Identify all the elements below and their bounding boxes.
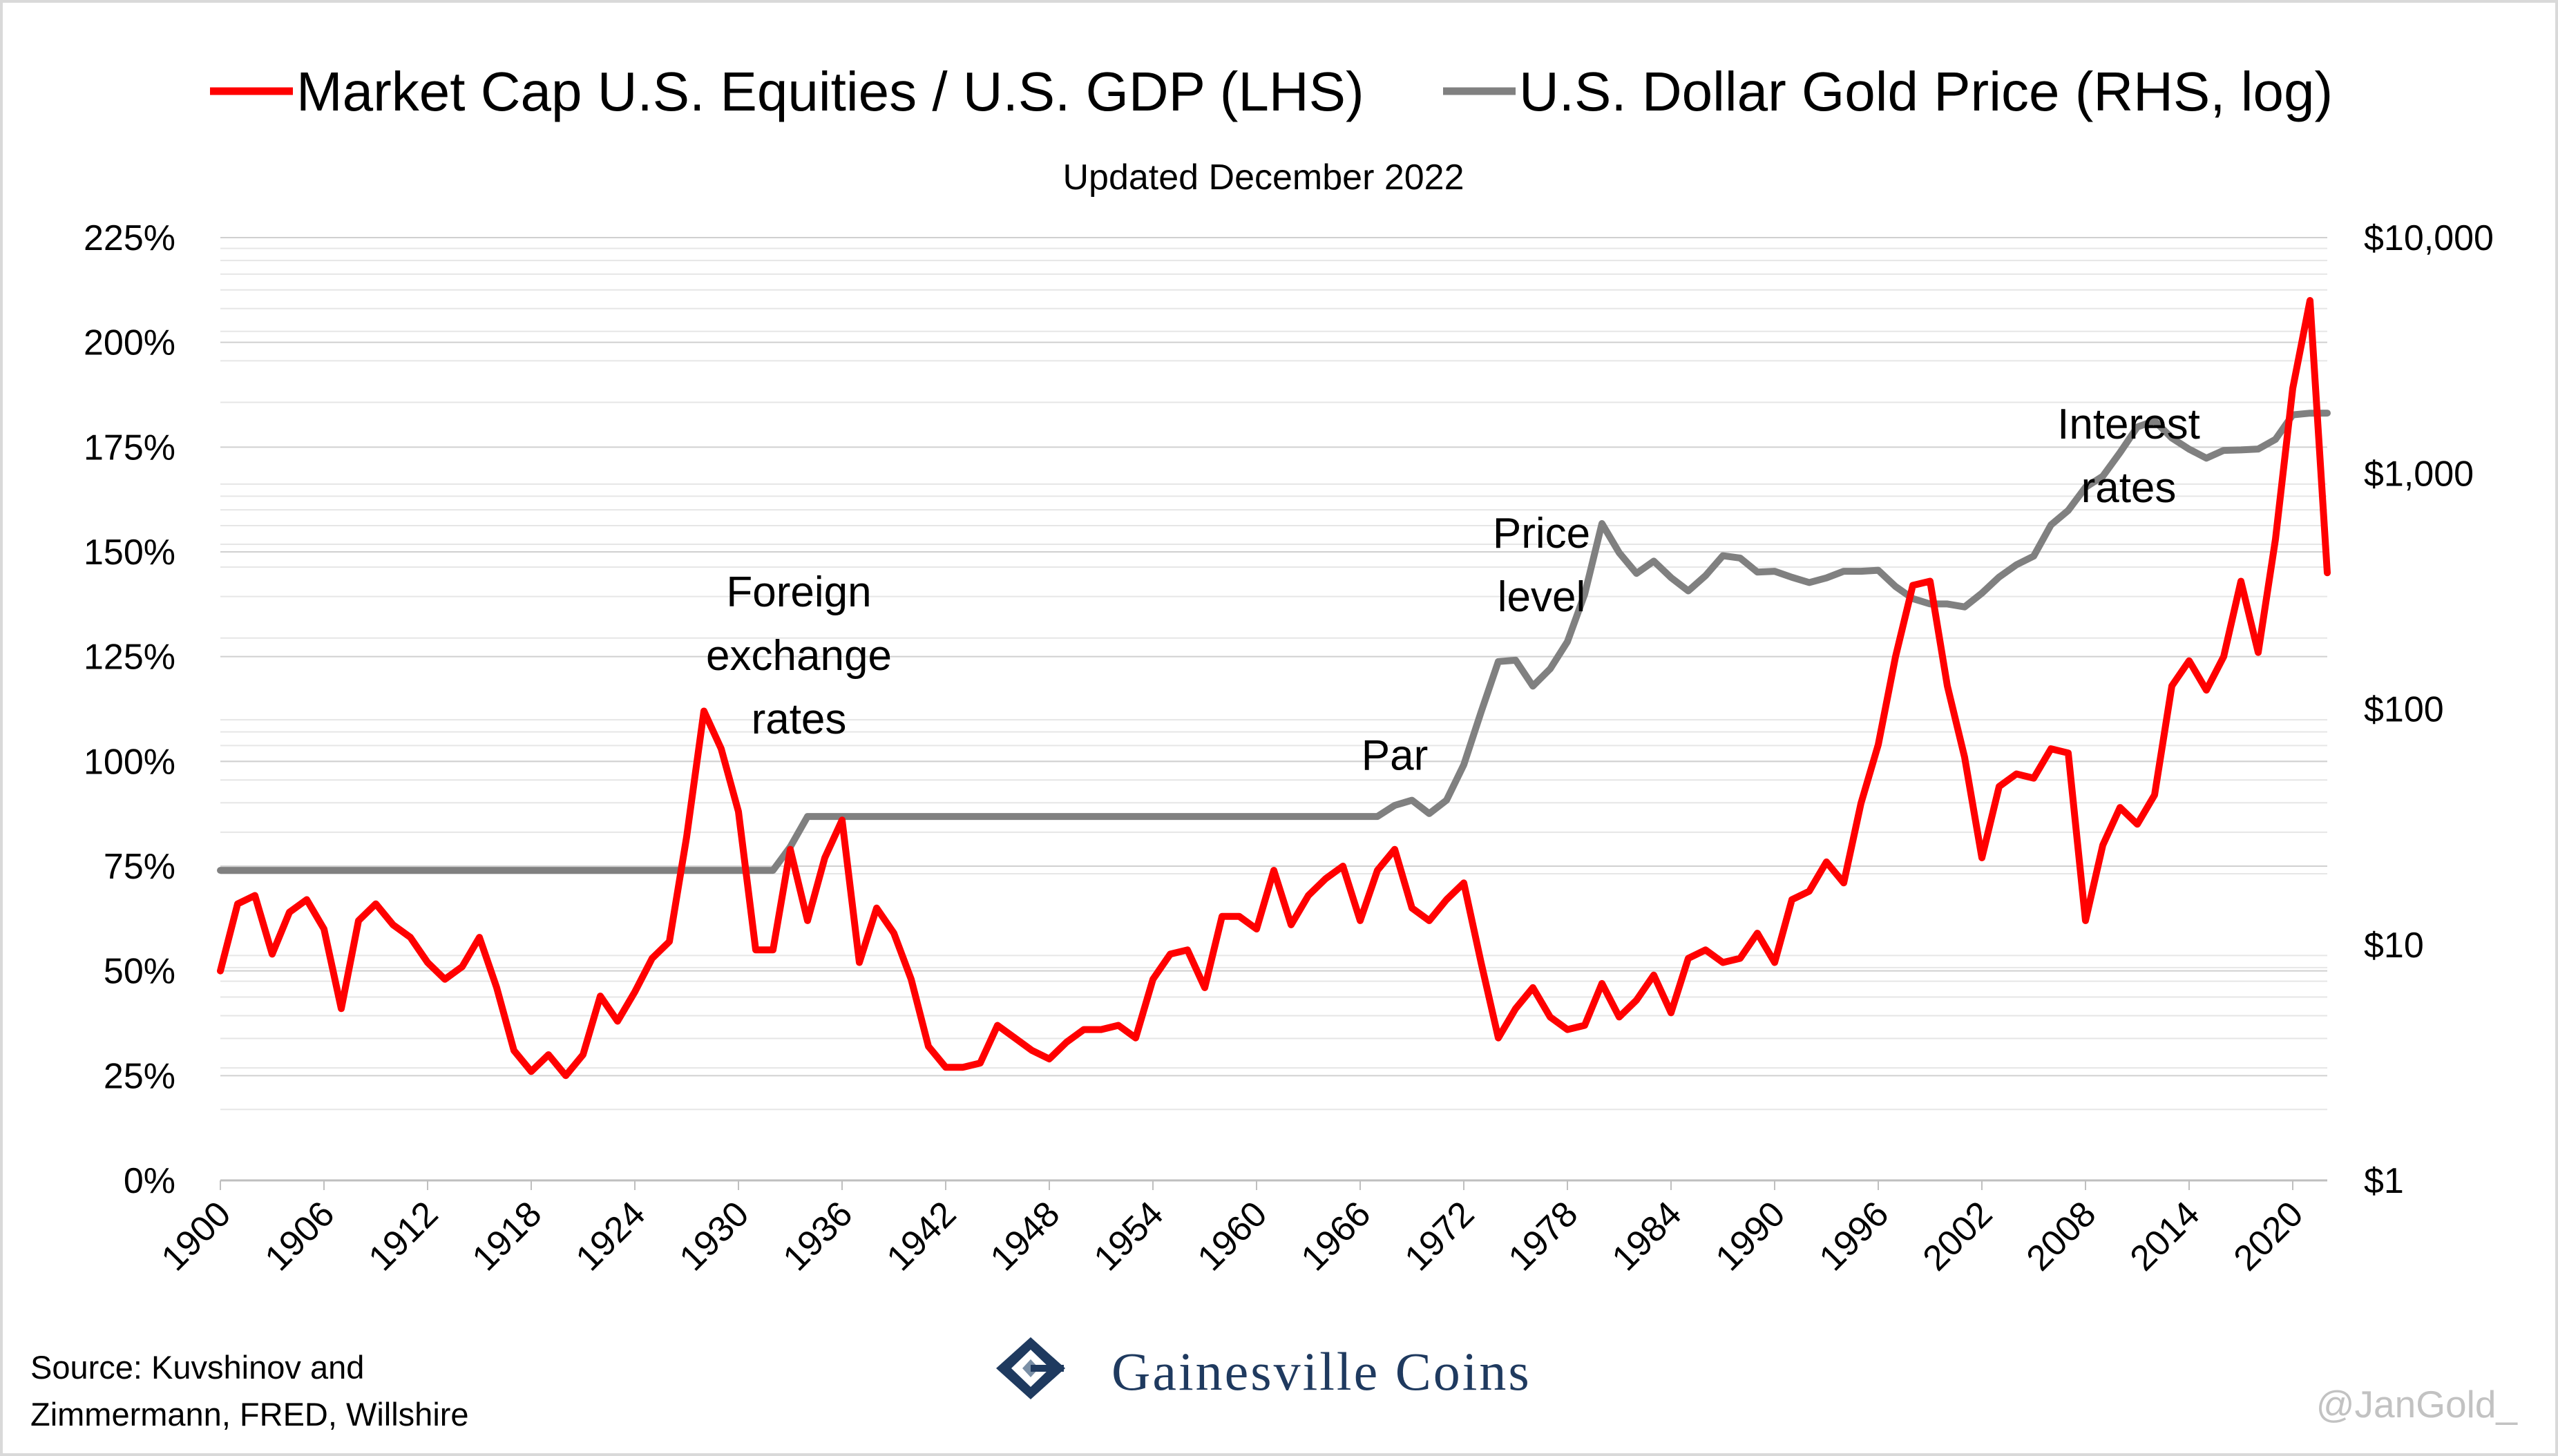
y-left-tick-label: 200% (84, 323, 175, 363)
x-tick-label: 1996 (1812, 1194, 1897, 1278)
legend-label-gold: U.S. Dollar Gold Price (RHS, log) (1519, 61, 2333, 122)
chart-subtitle: Updated December 2022 (1062, 157, 1464, 198)
annotations: Foreign exchange rates Par Price level Interes… (706, 401, 2200, 779)
y-left-tick-label: 100% (84, 742, 175, 782)
x-tick-label: 1978 (1501, 1194, 1586, 1278)
x-tick-label: 1942 (879, 1194, 964, 1278)
y-right-tick-label: $1 (2364, 1161, 2404, 1201)
legend: Market Cap U.S. Equities / U.S. GDP (LHS… (210, 61, 2333, 122)
x-tick-label: 1924 (569, 1194, 653, 1278)
annotation-label: Interest (2057, 401, 2200, 448)
x-tick-label: 1900 (154, 1194, 239, 1278)
chart-svg: Market Cap U.S. Equities / U.S. GDP (LHS… (30, 61, 2519, 1433)
x-tick-label: 1936 (776, 1194, 861, 1278)
brand-name: Gainesville Coins (1111, 1341, 1531, 1401)
y-axis-right-ticks: $1 $10 $100 $1,000 $10,000 (2364, 218, 2494, 1201)
gridlines (220, 237, 2327, 1182)
y-left-tick-label: 150% (84, 533, 175, 573)
y-left-tick-label: 25% (104, 1056, 175, 1096)
annotation-label: rates (2081, 464, 2177, 512)
annotation-label: Price (1493, 510, 1590, 557)
x-tick-label: 1912 (361, 1194, 446, 1278)
annotation-label: level (1498, 573, 1586, 621)
legend-label-market-cap: Market Cap U.S. Equities / U.S. GDP (LHS… (296, 61, 1364, 122)
gold-price-line (217, 410, 2331, 874)
x-tick-label: 1948 (983, 1194, 1068, 1278)
brand-logo-icon (996, 1337, 1065, 1399)
x-tick-label: 1960 (1190, 1194, 1275, 1278)
x-tick-label: 1966 (1294, 1194, 1379, 1278)
annotation-label: Foreign (726, 568, 871, 616)
x-tick-label: 1930 (672, 1194, 757, 1278)
annotation-label: Par (1362, 731, 1428, 779)
x-tick-label: 1906 (258, 1194, 343, 1278)
x-axis-ticks: 1900 1906 1912 1918 1924 1930 1936 1942 1948 1954… (154, 1180, 2311, 1278)
x-tick-label: 1918 (465, 1194, 550, 1278)
y-left-tick-label: 75% (104, 847, 175, 887)
author-handle: @JanGold_ (2316, 1383, 2519, 1426)
market-cap-line (217, 297, 2331, 1080)
y-left-tick-label: 225% (84, 218, 175, 258)
y-axis-left-ticks: 0% 25% 50% 75% 100% 125% 150% 175% 200% 225% (84, 218, 175, 1201)
x-tick-label: 1954 (1087, 1194, 1172, 1278)
x-tick-label: 2002 (1916, 1194, 2001, 1278)
y-right-tick-label: $100 (2364, 690, 2444, 730)
y-right-tick-label: $10,000 (2364, 218, 2494, 258)
series-gold-price (217, 410, 2331, 874)
y-left-tick-label: 50% (104, 952, 175, 992)
x-tick-label: 2008 (2019, 1194, 2104, 1278)
x-tick-label: 1990 (1708, 1194, 1793, 1278)
source-line-2: Zimmermann, FRED, Willshire (30, 1396, 469, 1433)
annotation-label: rates (752, 696, 847, 743)
y-right-tick-label: $10 (2364, 926, 2424, 966)
y-left-tick-label: 175% (84, 428, 175, 468)
y-left-tick-label: 125% (84, 638, 175, 678)
source-line-1: Source: Kuvshinov and (30, 1349, 364, 1386)
annotation-label: exchange (706, 632, 892, 680)
x-tick-label: 2014 (2123, 1194, 2208, 1278)
y-right-tick-label: $1,000 (2364, 454, 2474, 494)
x-tick-label: 1984 (1605, 1194, 1690, 1278)
x-tick-label: 2020 (2226, 1194, 2311, 1278)
y-left-tick-label: 0% (124, 1161, 175, 1201)
series-market-cap (217, 297, 2331, 1080)
x-tick-label: 1972 (1397, 1194, 1482, 1278)
